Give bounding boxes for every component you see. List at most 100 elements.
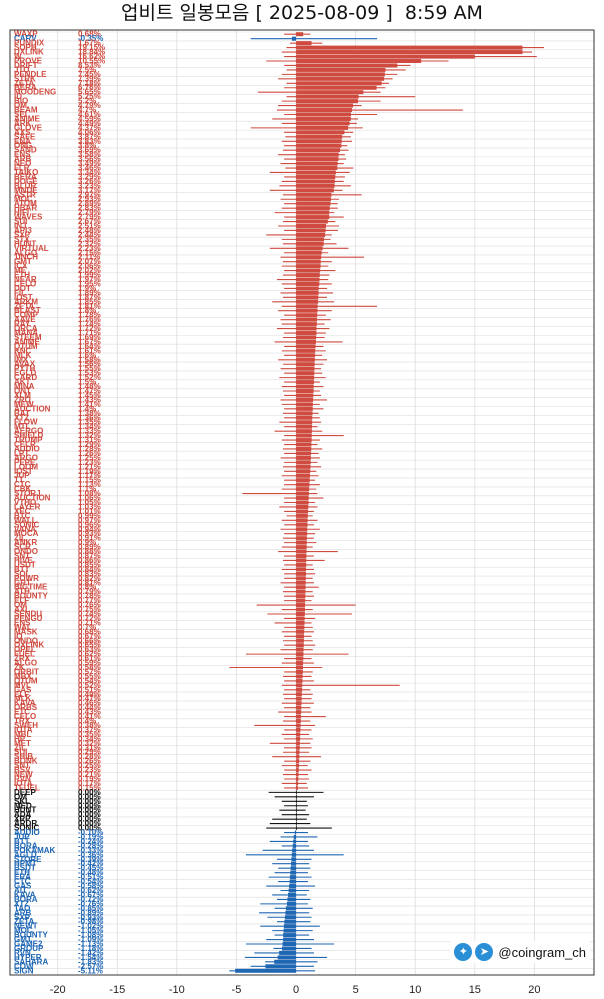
row-name-label: ETH xyxy=(14,868,30,877)
row-name-label: API3 xyxy=(14,226,32,235)
change-bar xyxy=(296,183,335,188)
row-value-label: 10.55% xyxy=(78,56,105,65)
row-name-label: XEC xyxy=(14,507,31,516)
row-name-label: AIT xyxy=(14,886,27,895)
row-value-label: 7.5% xyxy=(78,65,96,74)
row-value-label: 0.00% xyxy=(78,824,101,833)
change-bar xyxy=(296,143,342,148)
change-bar xyxy=(296,558,307,563)
change-bar xyxy=(296,188,334,193)
row-name-label: BEAM xyxy=(14,106,38,115)
row-value-label: 1.43% xyxy=(78,395,101,404)
row-value-label: -1.13% xyxy=(78,940,103,949)
row-value-label: 0.72% xyxy=(78,614,101,623)
row-value-label: 3.26% xyxy=(78,177,101,186)
row-value-label: -1.05% xyxy=(78,926,103,935)
row-value-label: 0.00% xyxy=(78,810,101,819)
change-bar xyxy=(296,108,353,113)
row-value-label: 2.79% xyxy=(78,208,101,217)
row-value-label: 1.95% xyxy=(78,279,101,288)
row-value-label: -0.93% xyxy=(78,913,103,922)
row-name-label: JUP xyxy=(14,471,30,480)
row-value-label: 0.9% xyxy=(78,538,96,547)
row-value-label: 3.17% xyxy=(78,186,101,195)
change-bar xyxy=(296,531,308,536)
row-value-label: -1.08% xyxy=(78,931,103,940)
row-value-label: 1.6% xyxy=(78,351,96,360)
row-name-label: ELF xyxy=(14,690,29,699)
row-value-label: 1.71% xyxy=(78,329,101,338)
row-value-label: 2.48% xyxy=(78,226,101,235)
change-bar xyxy=(296,41,312,46)
row-value-label: 1.52% xyxy=(78,373,101,382)
row-value-label: 2.11% xyxy=(78,253,100,262)
row-value-label: 4.37% xyxy=(78,123,101,132)
row-name-label: AGLD xyxy=(14,850,37,859)
row-value-label: 0.35% xyxy=(78,730,101,739)
row-name-label: AXL xyxy=(14,605,30,614)
change-bar xyxy=(284,915,297,920)
row-name-label: SXP xyxy=(14,230,31,239)
change-bar xyxy=(296,304,318,309)
change-bar xyxy=(296,826,297,831)
row-value-label: -1.02% xyxy=(78,922,103,931)
row-name-label: ONT xyxy=(14,387,31,396)
row-name-label: SKL xyxy=(14,797,30,806)
change-bar xyxy=(284,919,297,924)
x-tick-label: -15 xyxy=(109,984,125,996)
row-name-label: WAXP xyxy=(14,30,38,39)
change-bar xyxy=(296,389,314,394)
row-value-label: 0.76% xyxy=(78,601,101,610)
row-value-label: 0.66% xyxy=(78,636,101,645)
row-name-label: WAL xyxy=(14,623,32,632)
change-bar xyxy=(289,875,297,880)
change-bar xyxy=(296,331,317,336)
row-value-label: 0.32% xyxy=(78,739,101,748)
row-name-label: MNDE xyxy=(14,186,38,195)
change-bar xyxy=(296,192,332,197)
row-value-label: 1.15% xyxy=(78,476,101,485)
change-bar xyxy=(291,857,297,862)
telegram-icon[interactable]: ➤ xyxy=(475,943,494,961)
row-value-label: 0.94% xyxy=(78,525,101,534)
row-name-label: ASTR xyxy=(14,190,36,199)
x-tick-label: 15 xyxy=(469,984,481,996)
change-bar xyxy=(296,63,398,68)
row-name-label: BIO xyxy=(14,97,28,106)
row-name-label: MLK xyxy=(14,694,32,703)
row-name-label: JTO xyxy=(14,65,29,74)
row-name-label: OPEL xyxy=(14,645,36,654)
row-name-label: ALGO xyxy=(14,248,37,257)
change-bar xyxy=(296,348,316,353)
chart-title: 업비트 일봉모음 [ 2025-08-09 ] 8:59 AM xyxy=(121,2,483,24)
row-value-label: 3.49% xyxy=(78,159,101,168)
change-bar xyxy=(296,50,523,55)
row-value-label: 0.86% xyxy=(78,556,101,565)
row-value-label: 2.35% xyxy=(78,235,101,244)
row-name-label: SWEH xyxy=(14,721,38,730)
row-name-label: SUI xyxy=(14,217,27,226)
row-name-label: DOT xyxy=(14,284,31,293)
change-bar xyxy=(296,433,312,438)
change-bar xyxy=(296,286,319,291)
change-bar xyxy=(289,879,297,884)
row-value-label: 1.31% xyxy=(78,436,101,445)
row-value-label: 0.81% xyxy=(78,578,101,587)
row-value-label: -0.35% xyxy=(78,34,103,43)
row-value-label: 0.26% xyxy=(78,757,101,766)
row-name-label: ANKR xyxy=(14,538,37,547)
row-value-label: 3.23% xyxy=(78,181,101,190)
change-bar xyxy=(296,170,336,175)
row-name-label: QTUM xyxy=(14,342,38,351)
row-name-label: CTC xyxy=(14,877,31,886)
row-value-label: -0.45% xyxy=(78,864,103,873)
row-name-label: LAYER xyxy=(14,502,41,511)
row-name-label: GAME2 xyxy=(14,940,43,949)
change-bar xyxy=(296,45,523,50)
twitter-icon[interactable]: ✦ xyxy=(454,943,473,961)
row-name-label: CARV xyxy=(14,34,37,43)
change-bar xyxy=(296,513,308,518)
row-name-label: XTZ xyxy=(14,413,29,422)
change-bar xyxy=(291,861,297,866)
row-value-label: 7.18% xyxy=(78,79,101,88)
